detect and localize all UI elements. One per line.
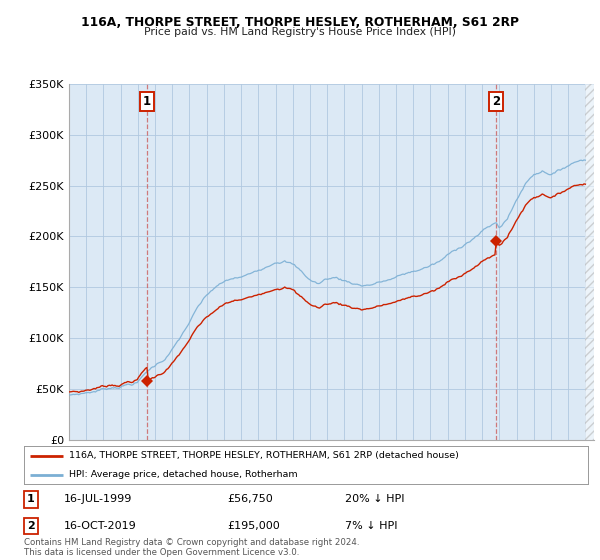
Text: 1: 1: [27, 494, 35, 505]
Text: 20% ↓ HPI: 20% ↓ HPI: [346, 494, 405, 505]
Text: 1: 1: [143, 95, 151, 108]
Text: Contains HM Land Registry data © Crown copyright and database right 2024.
This d: Contains HM Land Registry data © Crown c…: [24, 538, 359, 557]
Text: 7% ↓ HPI: 7% ↓ HPI: [346, 521, 398, 531]
Text: £56,750: £56,750: [227, 494, 273, 505]
Text: 16-JUL-1999: 16-JUL-1999: [64, 494, 132, 505]
Text: 2: 2: [27, 521, 35, 531]
Text: 2: 2: [491, 95, 500, 108]
Text: 116A, THORPE STREET, THORPE HESLEY, ROTHERHAM, S61 2RP (detached house): 116A, THORPE STREET, THORPE HESLEY, ROTH…: [69, 451, 459, 460]
Text: HPI: Average price, detached house, Rotherham: HPI: Average price, detached house, Roth…: [69, 470, 298, 479]
Text: £195,000: £195,000: [227, 521, 280, 531]
Text: 16-OCT-2019: 16-OCT-2019: [64, 521, 136, 531]
Text: 116A, THORPE STREET, THORPE HESLEY, ROTHERHAM, S61 2RP: 116A, THORPE STREET, THORPE HESLEY, ROTH…: [81, 16, 519, 29]
Text: Price paid vs. HM Land Registry's House Price Index (HPI): Price paid vs. HM Land Registry's House …: [144, 27, 456, 37]
